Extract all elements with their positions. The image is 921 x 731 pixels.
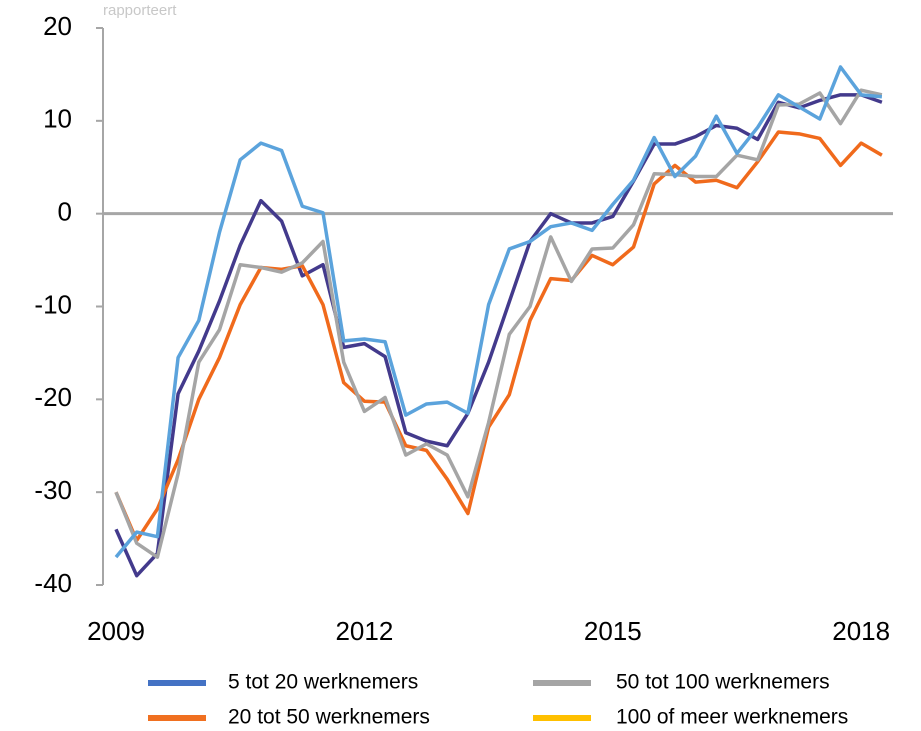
legend-label: 5 tot 20 werknemers [228,671,418,694]
x-tick-label: 2009 [87,616,145,646]
legend-label: 100 of meer werknemers [616,706,848,729]
y-tick-label: 20 [43,11,72,41]
y-tick-label: -10 [34,289,72,319]
annotation: rapporteert [103,2,177,19]
x-tick-label: 2015 [584,616,642,646]
y-tick-label: 0 [58,197,72,227]
legend-label: 50 tot 100 werknemers [616,671,830,694]
x-tick-label: 2018 [832,616,890,646]
y-tick-label: -20 [34,382,72,412]
legend-label: 20 tot 50 werknemers [228,706,430,729]
y-tick-label: 10 [43,104,72,134]
x-tick-label: 2012 [335,616,393,646]
series-line [114,65,883,559]
series-line [114,88,883,559]
y-tick-label: -40 [34,568,72,598]
series-line [114,93,883,578]
series-line [114,130,883,543]
y-tick-label: -30 [34,475,72,505]
